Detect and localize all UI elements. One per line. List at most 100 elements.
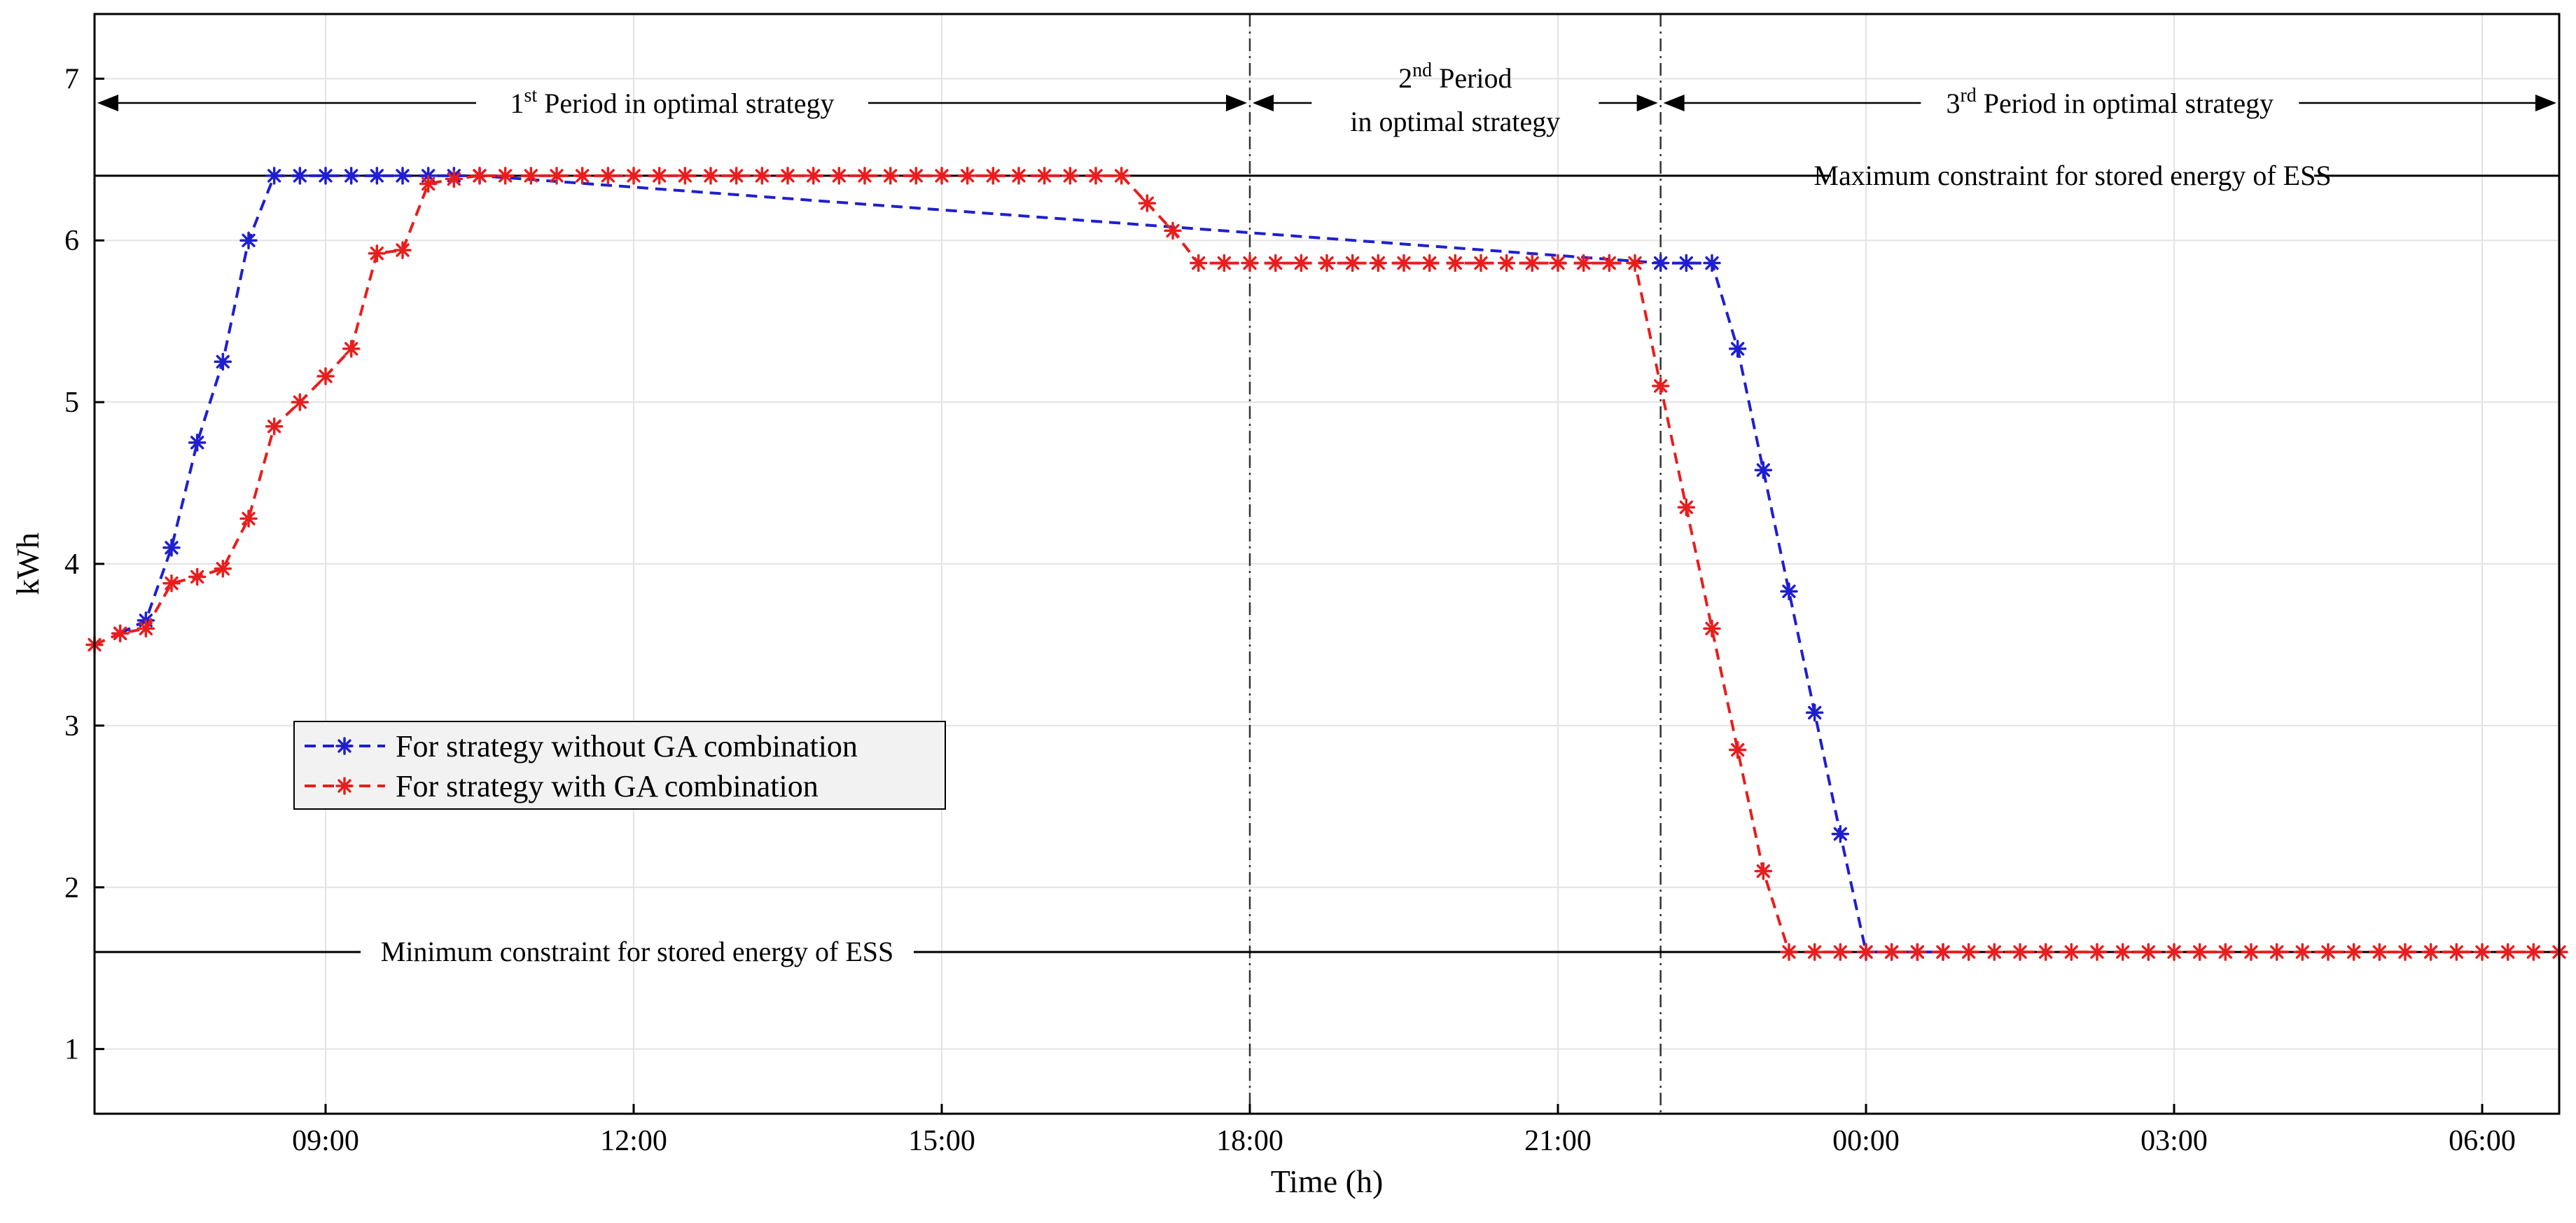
marker-stroke [1782,584,1796,598]
y-axis-title: kWh [10,532,46,595]
data-point-with-ga [2344,943,2363,961]
data-point-with-ga [2216,943,2235,961]
data-point-with-ga [1626,254,1644,272]
data-point-with-ga [1189,254,1208,272]
period-label-line2: in optimal strategy [1350,106,1560,137]
marker-stroke [396,243,410,257]
data-point-without-ga [1780,582,1798,600]
marker-stroke [2526,945,2541,959]
data-point-with-ga [1882,943,1901,961]
y-tick-label: 5 [64,387,79,419]
marker-stroke [806,169,821,183]
marker-stroke [909,169,924,183]
arrowhead [97,94,118,111]
marker-stroke [267,169,281,183]
y-tick-label: 7 [64,63,79,95]
data-point-with-ga [1164,221,1182,240]
marker-stroke [447,172,461,186]
data-point-with-ga [394,241,412,259]
marker-stroke [1910,945,1925,959]
data-point-with-ga [342,340,361,358]
marker-stroke [935,169,949,183]
data-point-without-ga [1754,461,1773,479]
period-label: 3rd Period in optimal strategy [1946,85,2274,119]
data-point-with-ga [650,167,669,185]
data-point-without-ga [162,539,181,557]
period-suffix: nd [1412,60,1432,81]
marker-stroke [1756,463,1771,477]
data-point-with-ga [368,244,387,263]
marker-stroke [1397,256,1411,270]
data-point-with-ga [1600,254,1619,272]
data-point-with-ga [1138,194,1157,212]
data-point-with-ga [625,167,643,185]
data-point-with-ga [1369,254,1388,272]
marker-stroke [858,169,872,183]
marker-stroke [2038,945,2053,959]
data-point-with-ga [2396,943,2414,961]
marker-stroke [473,169,487,183]
data-point-with-ga [2139,943,2158,961]
marker-stroke [1602,256,1617,270]
marker-stroke [2372,945,2387,959]
data-point-with-ga [856,167,874,185]
marker-stroke [1705,621,1719,636]
marker-stroke [242,511,256,526]
y-tick-label: 2 [64,872,79,904]
marker-stroke [319,369,333,383]
legend-box [293,721,946,810]
x-tick-label: 15:00 [908,1125,975,1157]
data-point-with-ga [1446,254,1465,272]
data-point-with-ga [933,167,951,185]
marker-stroke [190,436,204,450]
marker-stroke [883,169,898,183]
marker-stroke [755,169,770,183]
data-point-with-ga [753,167,772,185]
legend-label: For strategy without GA combination [396,729,858,763]
data-point-with-ga [2447,943,2466,961]
data-point-with-ga [111,624,130,643]
data-point-without-ga [368,167,387,185]
data-point-without-ga [1728,340,1747,358]
data-point-with-ga [1754,862,1773,880]
y-tick-label: 4 [64,548,79,581]
data-point-with-ga [1241,254,1259,272]
data-point-with-ga [214,560,232,578]
marker-stroke [2218,945,2233,959]
marker-stroke [1987,945,2002,959]
marker-stroke [704,169,718,183]
marker-stroke [678,169,692,183]
data-point-with-ga [984,167,1003,185]
marker-stroke [2244,945,2258,959]
data-point-with-ga [2421,943,2440,961]
marker-stroke [781,169,795,183]
data-point-with-ga [830,167,849,185]
marker-stroke [1166,223,1180,238]
period-1-annotation: 1st Period in optimal strategy [97,85,1247,119]
marker-stroke [337,779,351,793]
legend: For strategy without GA combination For s… [293,721,946,810]
marker-stroke [1140,196,1155,210]
marker-stroke [1268,256,1283,270]
data-point-without-ga [394,167,412,185]
marker-stroke [1730,742,1745,757]
data-point-with-ga [265,417,284,436]
marker-stroke [370,247,384,261]
data-point-with-ga [702,167,720,185]
data-point-with-ga [599,167,618,185]
data-point-with-ga [1985,943,2004,961]
marker-stroke [2141,945,2156,959]
marker-stroke [627,169,641,183]
marker-stroke [2398,945,2412,959]
period-suffix: rd [1960,85,1976,106]
x-tick-label: 18:00 [1216,1125,1283,1157]
marker-stroke [1422,256,1437,270]
data-point-with-ga [1677,498,1696,516]
marker-stroke [601,169,615,183]
marker-stroke [1551,256,1565,270]
marker-stroke [2167,945,2181,959]
data-point-with-ga [1292,254,1311,272]
data-point-with-ga [1934,943,1952,961]
data-point-with-ga [2113,943,2132,961]
